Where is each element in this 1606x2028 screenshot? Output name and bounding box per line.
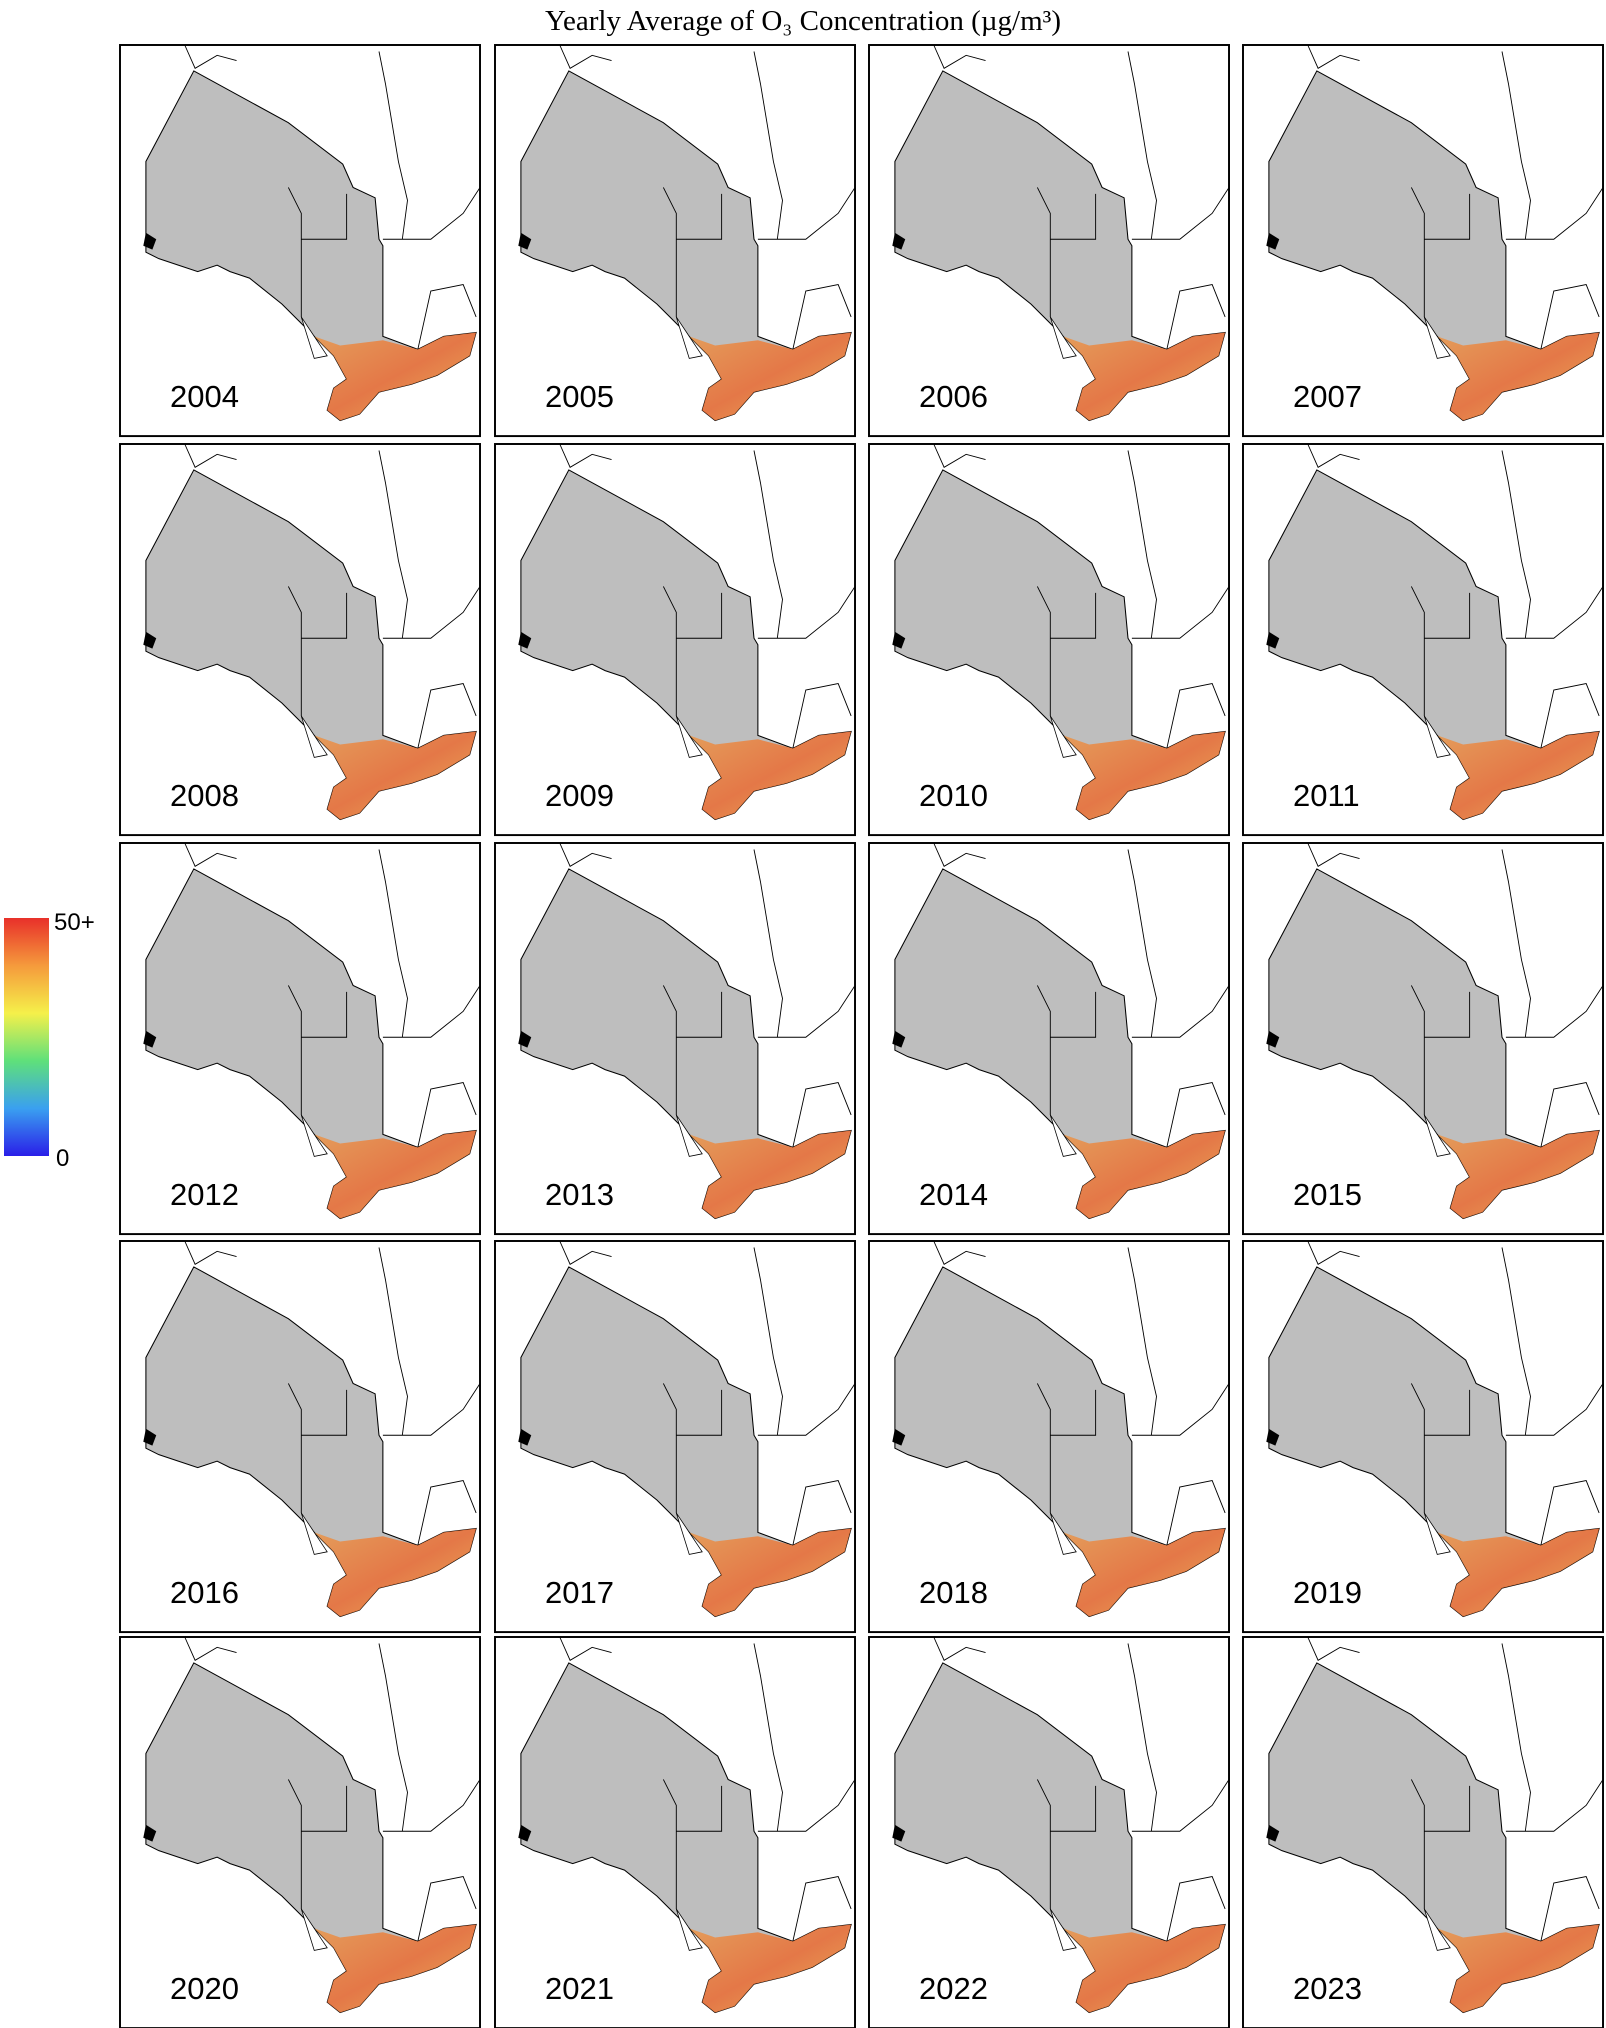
map-panel: 2013 (494, 842, 856, 1236)
year-label: 2021 (545, 1971, 614, 2006)
map-panel: 2017 (494, 1240, 856, 1634)
year-label: 2012 (170, 1177, 239, 1212)
map-shape (1242, 443, 1604, 837)
year-label: 2005 (545, 379, 614, 414)
province-map (1242, 1636, 1604, 2028)
province-map (868, 443, 1230, 837)
map-panel: 2005 (494, 44, 856, 438)
map-shape (494, 842, 856, 1236)
map-panel: 2010 (868, 443, 1230, 837)
year-label: 2006 (919, 379, 988, 414)
panel-grid: 2004 2005 2006 2007 2008 2009 2010 2011 2012 2013… (119, 44, 1604, 2028)
map-shape (1242, 1636, 1604, 2028)
province-map (494, 44, 856, 438)
year-label: 2009 (545, 778, 614, 813)
province-map (494, 1240, 856, 1634)
year-label: 2008 (170, 778, 239, 813)
map-shape (868, 443, 1230, 837)
map-panel: 2022 (868, 1636, 1230, 2028)
province-map (494, 443, 856, 837)
map-shape (868, 44, 1230, 438)
colorbar-max-label: 50+ (54, 909, 95, 936)
map-shape (494, 1240, 856, 1634)
colorbar (4, 918, 49, 1156)
year-label: 2020 (170, 1971, 239, 2006)
map-shape (1242, 1240, 1604, 1634)
province-map (119, 1240, 481, 1634)
year-label: 2011 (1293, 778, 1360, 813)
map-panel: 2015 (1242, 842, 1604, 1236)
province-map (868, 1636, 1230, 2028)
map-shape (119, 842, 481, 1236)
year-label: 2023 (1293, 1971, 1362, 2006)
year-label: 2013 (545, 1177, 614, 1212)
province-map (1242, 842, 1604, 1236)
map-shape (868, 1636, 1230, 2028)
map-panel: 2011 (1242, 443, 1604, 837)
figure-title: Yearly Average of O₃ Concentration (µg/m… (545, 5, 1061, 37)
map-shape (1242, 842, 1604, 1236)
province-map (494, 842, 856, 1236)
map-shape (494, 44, 856, 438)
map-panel: 2021 (494, 1636, 856, 2028)
map-panel: 2009 (494, 443, 856, 837)
province-map (868, 842, 1230, 1236)
map-panel: 2012 (119, 842, 481, 1236)
year-label: 2004 (170, 379, 239, 414)
province-map (1242, 443, 1604, 837)
year-label: 2007 (1293, 379, 1362, 414)
map-shape (494, 443, 856, 837)
map-shape (119, 443, 481, 837)
map-panel: 2019 (1242, 1240, 1604, 1634)
province-map (119, 44, 481, 438)
map-shape (494, 1636, 856, 2028)
province-map (494, 1636, 856, 2028)
year-label: 2016 (170, 1575, 239, 1610)
map-panel: 2014 (868, 842, 1230, 1236)
year-label: 2018 (919, 1575, 988, 1610)
map-panel: 2006 (868, 44, 1230, 438)
province-map (119, 443, 481, 837)
year-label: 2019 (1293, 1575, 1362, 1610)
map-panel: 2020 (119, 1636, 481, 2028)
map-shape (119, 1636, 481, 2028)
colorbar-min-label: 0 (56, 1145, 69, 1172)
province-map (868, 44, 1230, 438)
map-panel: 2023 (1242, 1636, 1604, 2028)
year-label: 2014 (919, 1177, 988, 1212)
map-shape (868, 1240, 1230, 1634)
province-map (119, 1636, 481, 2028)
year-label: 2015 (1293, 1177, 1362, 1212)
map-shape (1242, 44, 1604, 438)
year-label: 2022 (919, 1971, 988, 2006)
map-panel: 2018 (868, 1240, 1230, 1634)
map-shape (119, 1240, 481, 1634)
province-map (1242, 1240, 1604, 1634)
map-panel: 2016 (119, 1240, 481, 1634)
year-label: 2010 (919, 778, 988, 813)
map-shape (868, 842, 1230, 1236)
province-map (868, 1240, 1230, 1634)
province-map (119, 842, 481, 1236)
province-map (1242, 44, 1604, 438)
map-panel: 2008 (119, 443, 481, 837)
year-label: 2017 (545, 1575, 614, 1610)
map-panel: 2004 (119, 44, 481, 438)
map-shape (119, 44, 481, 438)
map-panel: 2007 (1242, 44, 1604, 438)
